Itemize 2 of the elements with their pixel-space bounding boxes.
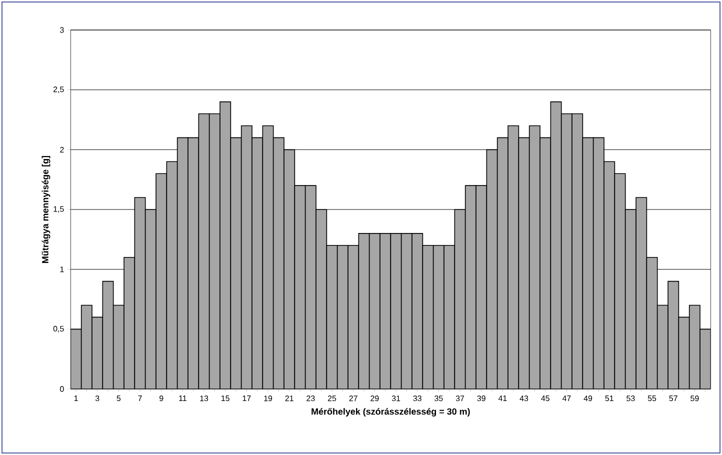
y-axis-title: Műtrágya mennyisége [g]: [42, 156, 50, 263]
x-axis-title: Mérőhelyek (szórásszélesség = 30 m): [312, 408, 470, 416]
